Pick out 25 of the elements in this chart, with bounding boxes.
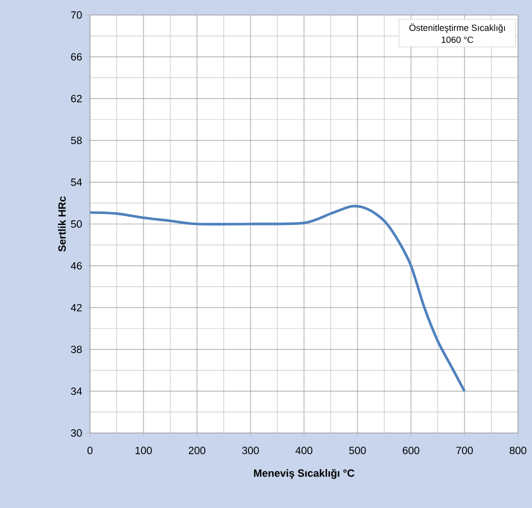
x-tick-label: 700	[456, 446, 473, 454]
y-tick-label: 38	[70, 346, 82, 354]
y-tick-label: 66	[71, 53, 82, 61]
x-tick-label: 800	[510, 446, 526, 454]
y-tick-label: 42	[70, 304, 82, 312]
annotation: Östenitleştirme Sıcaklığı	[409, 23, 505, 33]
y-tick-label: 30	[70, 429, 82, 437]
y-tick-label: 50	[71, 220, 82, 228]
x-axis-title: Meneviş Sıcaklığı °C	[254, 469, 354, 479]
y-tick-label: 46	[70, 262, 82, 270]
y-tick-label: 70	[71, 11, 82, 19]
y-tick-label: 34	[70, 388, 82, 395]
y-tick-label: 62	[71, 94, 82, 102]
y-tick-label: 54	[71, 178, 82, 186]
x-tick-label: 500	[349, 446, 366, 454]
line-series	[90, 204, 466, 392]
x-tick-label: 400	[296, 446, 312, 454]
x-tick-label: 300	[242, 446, 259, 454]
x-tick-label: 100	[136, 446, 152, 454]
annotation: 1060 °C	[442, 36, 474, 43]
x-tick-label: 600	[402, 446, 420, 454]
x-tick-label: 0	[88, 446, 92, 454]
y-axis-title: Sertlik HRc	[58, 196, 66, 252]
y-tick-label: 58	[71, 136, 82, 144]
x-tick-label: 200	[188, 446, 206, 454]
